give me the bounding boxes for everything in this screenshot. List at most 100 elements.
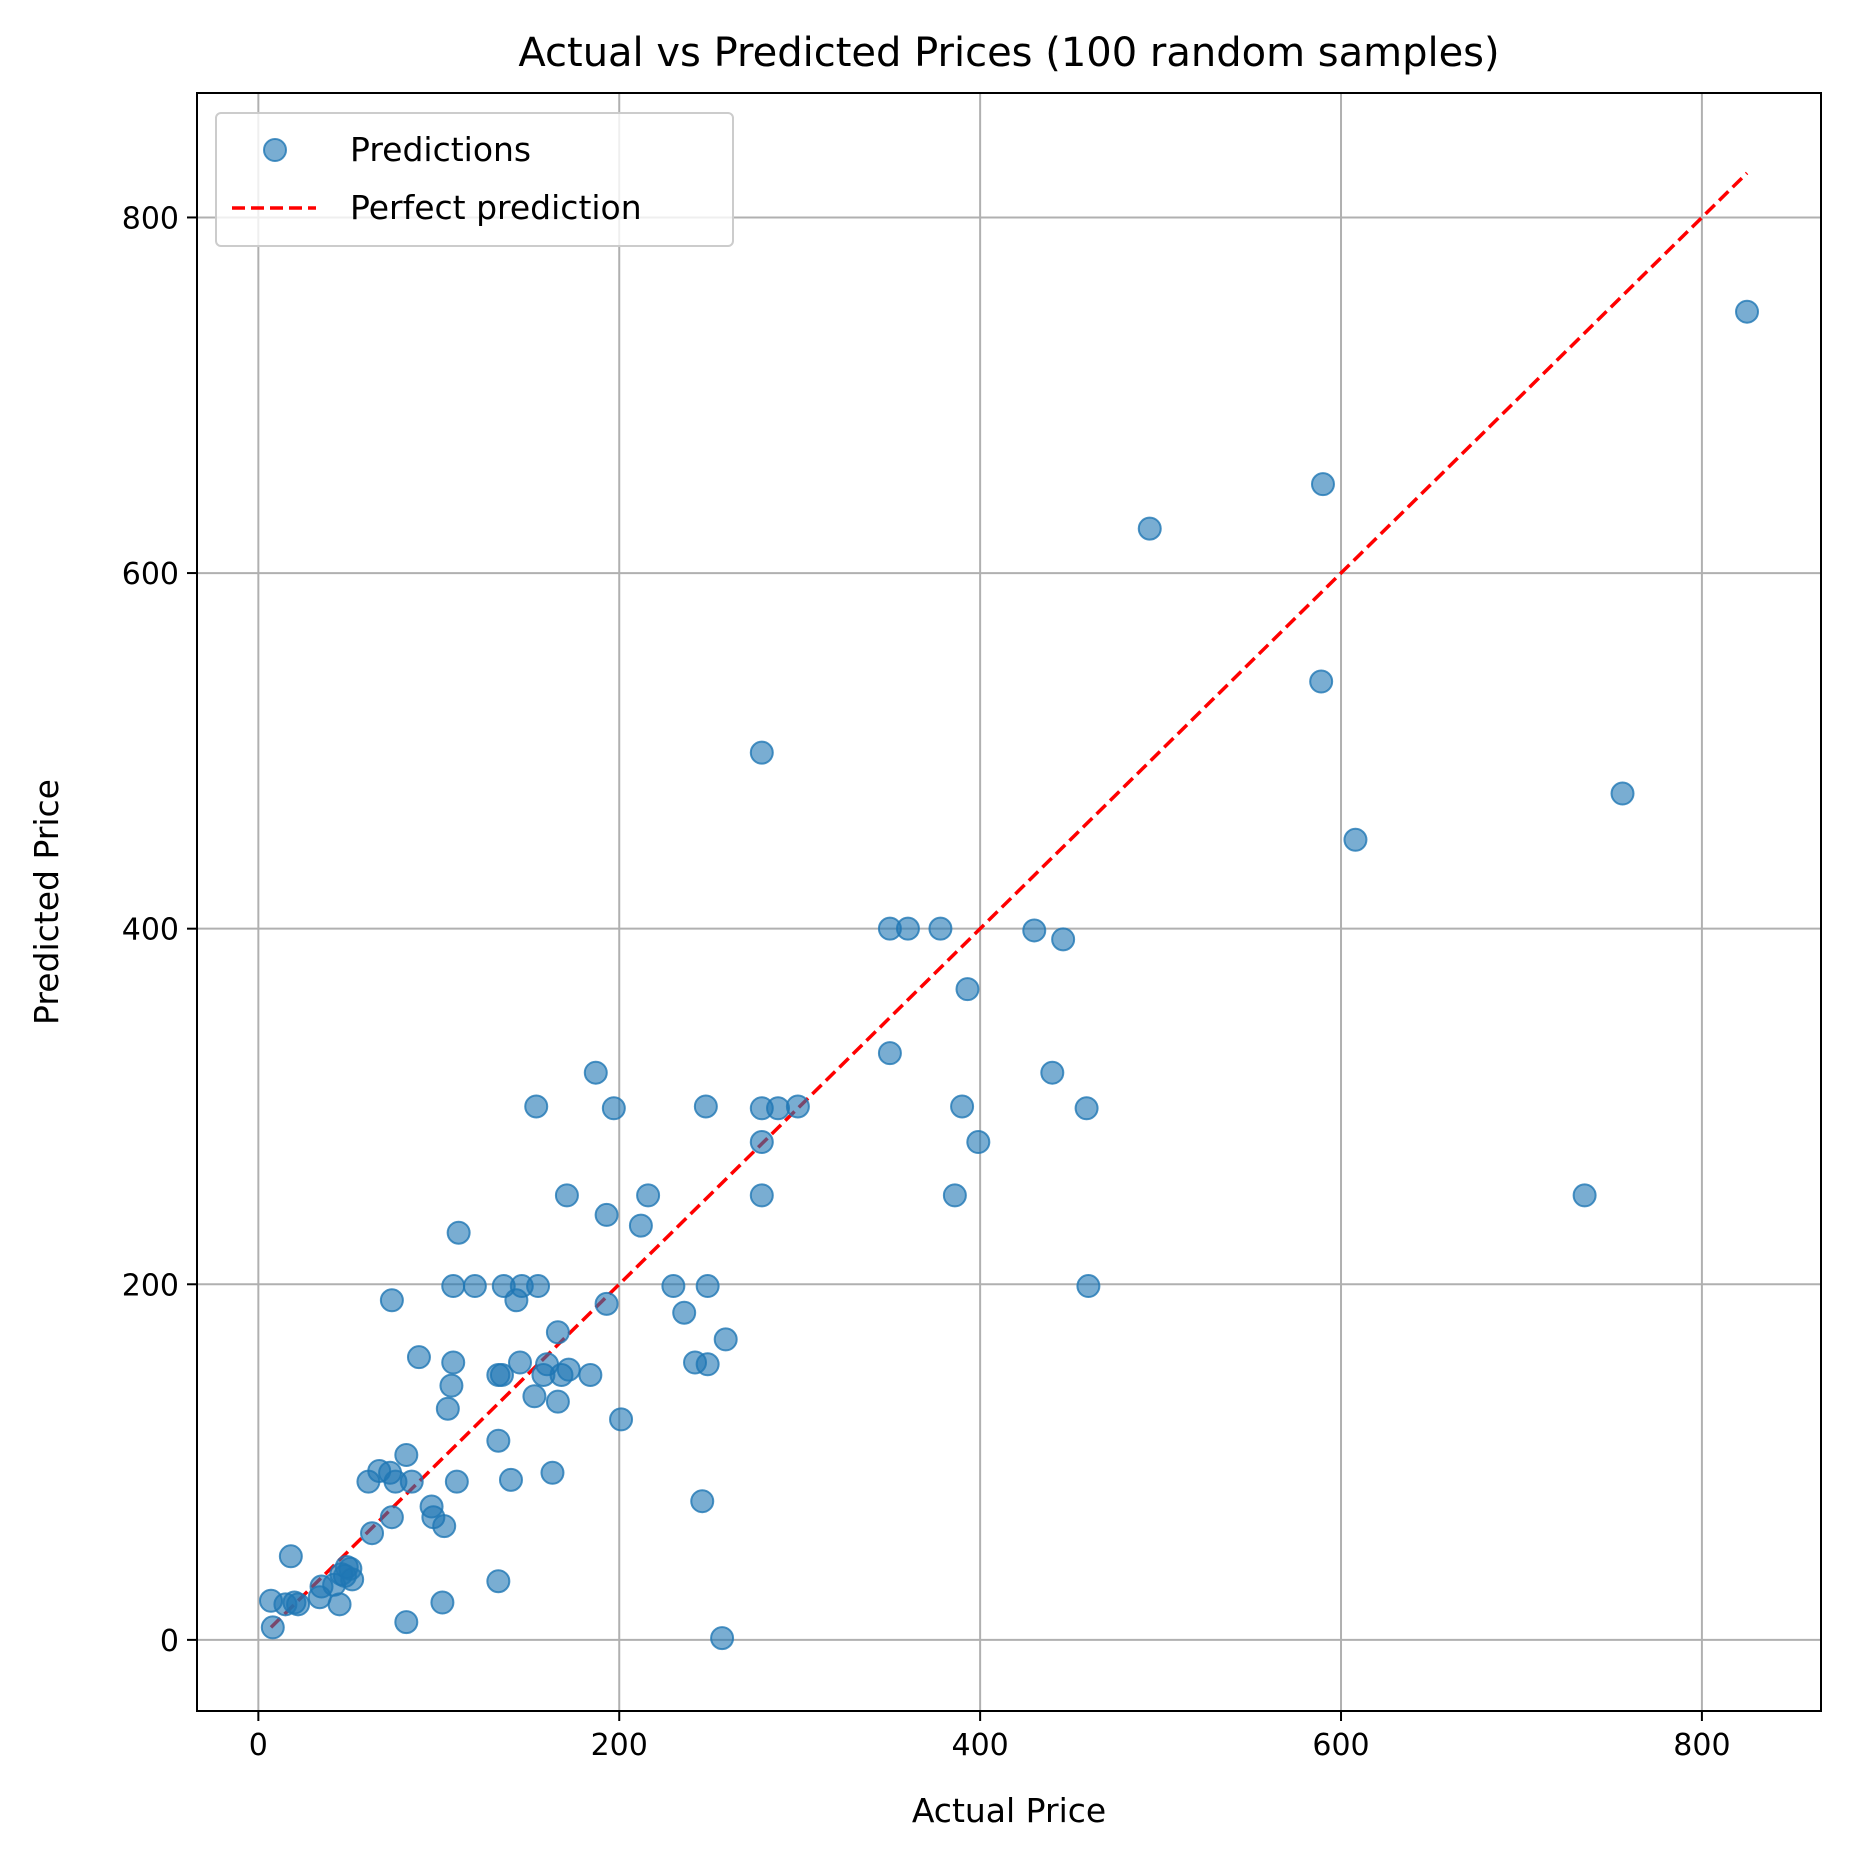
scatter-point [522,1384,547,1409]
scatter-point [955,977,980,1002]
scatter-point [432,1514,457,1539]
line-layer [269,171,1749,1629]
scatter-point [1735,299,1760,324]
scatter-point [966,1130,991,1155]
scatter-point [446,1220,471,1245]
y-tick-label: 400 [122,913,179,948]
scatter-point [435,1396,460,1421]
scatter-point [1137,516,1162,541]
scatter-point [601,1096,626,1121]
y-tick-label: 0 [160,1624,179,1659]
scatter-point [785,1094,810,1119]
scatter-point [504,1288,529,1313]
scatter-point [1040,1060,1065,1085]
scatter-point [895,916,920,941]
scatter-point [540,1460,565,1485]
scatter-point [486,1428,511,1453]
scatter-point [578,1362,603,1387]
scatter-point [1572,1183,1597,1208]
scatter-point [278,1544,303,1569]
scatter-point [695,1274,720,1299]
perfect-prediction-line [269,171,1749,1629]
chart-title: Actual vs Predicted Prices (100 random s… [518,30,1499,76]
scatter-point [749,740,774,765]
scatter-point [766,1096,791,1121]
legend-box [215,112,734,247]
scatter-point [710,1626,735,1651]
scatter-point [307,1585,332,1610]
y-axis-label: Predicted Price [27,779,66,1025]
scatter-point [594,1291,619,1316]
scatter-point [950,1094,975,1119]
scatter-point [258,1588,283,1613]
scatter-point [749,1183,774,1208]
scatter-point [524,1094,549,1119]
scatter-point [441,1350,466,1375]
scatter-point [526,1274,551,1299]
scatter-point [286,1592,311,1617]
scatter-point [441,1274,466,1299]
scatter-point [693,1094,718,1119]
legend-label-perfect-prediction: Perfect prediction [350,188,642,227]
scatter-point [749,1130,774,1155]
legend: Predictions Perfect prediction [215,112,734,247]
scatter-point [713,1327,738,1352]
scatter-point [1074,1096,1099,1121]
scatter-point [379,1505,404,1530]
scatter-point [486,1569,511,1594]
scatter-point [594,1202,619,1227]
scatter-point [690,1489,715,1514]
legend-label-predictions: Predictions [350,130,531,169]
scatter-point [609,1407,634,1432]
scatter-point [1076,1274,1101,1299]
scatter-point [1022,918,1047,943]
scatter-point [444,1469,469,1494]
x-axis-label: Actual Price [912,1791,1106,1830]
scatter-point [554,1183,579,1208]
scatter-point [394,1442,419,1467]
scatter-point [1343,827,1368,852]
scatter-point [260,1615,285,1640]
scatter-point [545,1389,570,1414]
scatter-point [1051,927,1076,952]
scatter-point [406,1345,431,1370]
scatter-point [672,1300,697,1325]
scatter-point [338,1556,363,1581]
scatter-point [507,1350,532,1375]
scatter-points [258,299,1760,1651]
y-tick-label: 800 [122,201,179,236]
legend-marker-predictions [263,138,287,162]
x-axis-ticks: 0 200 400 600 800 [249,1711,1731,1763]
x-tick-label: 800 [1673,1728,1730,1763]
scatter-point [628,1213,653,1238]
scatter-point [379,1288,404,1313]
y-tick-label: 200 [122,1268,179,1303]
scatter-point [439,1373,464,1398]
scatter-point [1310,472,1335,497]
scatter-point [430,1590,455,1615]
plot-frame [196,92,1822,1712]
scatter-point [877,1041,902,1066]
scatter-point [394,1610,419,1635]
x-tick-label: 0 [249,1728,268,1763]
scatter-point [356,1469,381,1494]
scatter-point [462,1274,487,1299]
scatter-point [942,1183,967,1208]
scatter-point [695,1352,720,1377]
x-tick-label: 200 [591,1728,648,1763]
scatter-point [928,916,953,941]
scatter-point [1610,781,1635,806]
x-tick-label: 600 [1312,1728,1369,1763]
scatter-point [556,1357,581,1382]
scatter-point [545,1320,570,1345]
y-tick-label: 600 [122,557,179,592]
y-axis-ticks: 0 200 400 600 800 [122,201,197,1659]
scatter-point [661,1274,686,1299]
scatter-point [583,1060,608,1085]
scatter-point [1309,669,1334,694]
scatter-point [399,1469,424,1494]
scatter-point [636,1183,661,1208]
x-tick-label: 400 [951,1728,1008,1763]
